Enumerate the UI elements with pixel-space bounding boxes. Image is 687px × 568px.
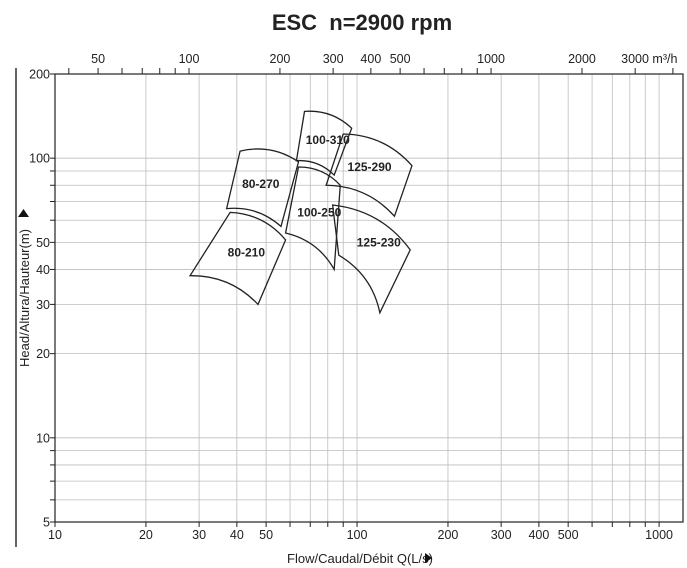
top-tick-label: 500 <box>390 52 411 66</box>
top-tick-label: 200 <box>270 52 291 66</box>
chart-title: ESC n=2900 rpm <box>272 10 452 35</box>
top-tick-label: 300 <box>323 52 344 66</box>
pump-zone-label: 80-270 <box>242 177 280 191</box>
pump-zone-label: 125-290 <box>348 160 392 174</box>
x-tick-label: 300 <box>491 528 512 542</box>
y-tick-label: 200 <box>29 68 50 82</box>
pump-zone <box>295 110 353 177</box>
y-tick-label: 100 <box>29 152 50 166</box>
x-tick-label: 100 <box>347 528 368 542</box>
x-axis-label: Flow/Caudal/Débit Q(L/s) <box>287 551 433 566</box>
top-tick-label: 50 <box>91 52 105 66</box>
pump-zone <box>331 204 411 315</box>
top-tick-label: 3000 m³/h <box>621 52 677 66</box>
x-tick-label: 200 <box>438 528 459 542</box>
pump-zones: 100-310 125-290 80-270 100-250 125-230 80-210 <box>188 110 413 315</box>
axis-ticks <box>50 68 674 527</box>
y-tick-label: 10 <box>36 431 50 445</box>
x-tick-label: 10 <box>48 528 62 542</box>
top-tick-label: 1000 <box>477 52 505 66</box>
pump-zone <box>284 166 341 272</box>
y-tick-label: 40 <box>36 263 50 277</box>
pump-zone-label: 125-230 <box>357 235 401 249</box>
y-tick-label: 50 <box>36 236 50 250</box>
top-tick-label: 400 <box>360 52 381 66</box>
y-axis-arrow-icon <box>18 209 29 217</box>
pump-zone <box>325 133 413 218</box>
plot-frame <box>54 73 684 523</box>
y-tick-label: 30 <box>36 298 50 312</box>
pump-zone-label: 80-210 <box>228 245 266 259</box>
x-tick-label: 1000 <box>645 528 673 542</box>
pump-zone-label: 100-250 <box>297 205 341 219</box>
grid <box>54 73 683 523</box>
x-tick-label: 400 <box>528 528 549 542</box>
x-tick-label: 30 <box>192 528 206 542</box>
pump-zone-label: 100-310 <box>306 133 350 147</box>
pump-zone <box>188 211 287 306</box>
x-tick-label: 50 <box>259 528 273 542</box>
x-tick-label: 40 <box>230 528 244 542</box>
y-tick-label: 5 <box>43 516 50 530</box>
pump-zone <box>225 148 300 228</box>
tick-labels: 10 20 30 40 50 100 200 300 400 500 1000 50 100 200 300… <box>29 52 677 542</box>
y-tick-label: 20 <box>36 347 50 361</box>
x-tick-label: 500 <box>558 528 579 542</box>
x-axis-arrow-icon <box>425 553 432 563</box>
x-tick-label: 20 <box>139 528 153 542</box>
top-tick-label: 100 <box>179 52 200 66</box>
top-tick-label: 2000 <box>568 52 596 66</box>
y-axis-label: Head/Altura/Hauteur(m) <box>17 229 32 367</box>
